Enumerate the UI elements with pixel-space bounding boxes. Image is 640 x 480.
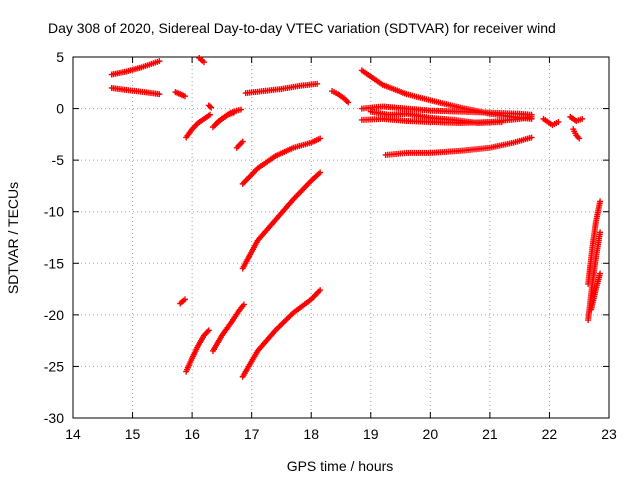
x-tick-label: 21 xyxy=(482,426,498,442)
series-arc-22.6-c xyxy=(588,270,604,313)
x-tick-label: 17 xyxy=(244,426,260,442)
y-tick-label: 0 xyxy=(56,101,64,117)
x-tick-label: 22 xyxy=(542,426,558,442)
x-axis-label: GPS time / hours xyxy=(287,458,394,474)
series-arc-small-1 xyxy=(172,89,188,100)
data-point xyxy=(201,59,208,66)
data-point xyxy=(230,109,237,116)
series-arc-16-a xyxy=(183,111,213,141)
data-point xyxy=(204,328,211,335)
series-arc-18.5 xyxy=(329,88,352,106)
plot-frame xyxy=(72,56,610,419)
y-axis-label: SDTVAR / TECUs xyxy=(5,182,21,294)
chart-title: Day 308 of 2020, Sidereal Day-to-day VTE… xyxy=(48,20,556,36)
y-tick-label: -25 xyxy=(44,358,64,374)
series-arc-22-a xyxy=(540,115,562,129)
data-point xyxy=(498,118,505,125)
data-point xyxy=(317,287,324,294)
series-arc-17-low xyxy=(239,169,324,272)
x-tick-label: 23 xyxy=(601,426,617,442)
data-points xyxy=(108,55,604,380)
series-arc-22.6-a xyxy=(585,198,604,287)
series-arc-22.6-b xyxy=(585,229,604,324)
x-tick-label: 18 xyxy=(303,426,319,442)
series-arc-17-bottom xyxy=(239,287,324,380)
data-point xyxy=(156,91,163,98)
series-arc-top-left xyxy=(108,58,163,78)
series-arc-16-low-b xyxy=(209,301,247,354)
data-point xyxy=(597,229,604,236)
series-arc-17-top xyxy=(242,80,321,97)
data-point xyxy=(181,296,188,303)
data-point xyxy=(576,135,583,142)
data-point xyxy=(345,99,352,106)
series-arc-16-low-a xyxy=(183,327,212,375)
data-point xyxy=(240,301,247,308)
data-point xyxy=(597,270,604,277)
data-point xyxy=(555,118,562,125)
x-tick-label: 16 xyxy=(184,426,200,442)
series-arc-22.4-b xyxy=(570,126,583,142)
x-tick-label: 14 xyxy=(65,426,81,442)
data-point xyxy=(317,169,324,176)
x-tick-label: 19 xyxy=(363,426,379,442)
plot-border xyxy=(72,56,610,419)
x-tick-label: 20 xyxy=(423,426,439,442)
data-point xyxy=(208,104,215,111)
series-arc-small-3 xyxy=(205,102,215,111)
series-arc-17-mid xyxy=(239,135,324,187)
series-arc-small-2 xyxy=(196,55,208,66)
x-axis: 14 15 16 17 18 19 20 21 22 23 xyxy=(65,57,617,442)
x-tick-label: 15 xyxy=(125,426,141,442)
data-point xyxy=(206,103,213,110)
y-tick-label: -10 xyxy=(44,204,64,220)
grid-lines xyxy=(73,57,609,418)
series-arc-small-5 xyxy=(177,296,188,307)
data-point xyxy=(237,106,244,113)
data-point xyxy=(579,115,586,122)
series-arc-small-4 xyxy=(233,138,246,151)
y-tick-label: 5 xyxy=(56,49,64,65)
series-arc-19-extra xyxy=(367,108,505,127)
data-point xyxy=(156,58,163,65)
data-point xyxy=(317,135,324,142)
series-arc-left-mid xyxy=(108,84,163,98)
y-axis: -30 -25 -20 -15 -10 -5 0 5 xyxy=(44,49,609,426)
y-tick-label: -30 xyxy=(44,410,64,426)
y-tick-label: -5 xyxy=(52,152,65,168)
data-point xyxy=(528,113,535,120)
data-point xyxy=(181,93,188,100)
data-point xyxy=(314,80,321,87)
y-tick-label: -15 xyxy=(44,255,64,271)
series-arc-16-c xyxy=(212,109,237,128)
data-point xyxy=(205,327,212,334)
data-point xyxy=(528,134,535,141)
data-point xyxy=(597,198,604,205)
data-point xyxy=(239,138,246,145)
data-point xyxy=(206,111,213,118)
y-tick-label: -20 xyxy=(44,307,64,323)
series-arc-19.5-low xyxy=(382,134,535,158)
series-arc-22.4-a xyxy=(567,113,586,124)
